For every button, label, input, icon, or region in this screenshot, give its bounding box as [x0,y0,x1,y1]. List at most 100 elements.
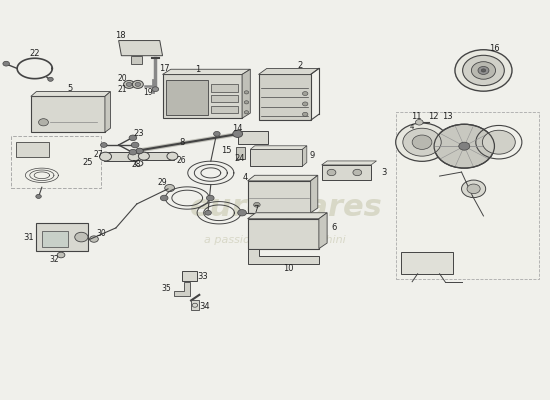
Circle shape [353,169,362,176]
Text: 14: 14 [233,124,243,133]
Bar [163,74,242,118]
Polygon shape [248,175,318,181]
Circle shape [478,66,489,74]
Circle shape [128,152,140,161]
Circle shape [205,210,211,215]
Text: 7: 7 [254,205,259,214]
Circle shape [233,130,243,138]
Text: 31: 31 [23,232,34,242]
Circle shape [213,132,220,136]
Circle shape [455,50,512,91]
Text: 17: 17 [159,64,169,73]
Text: 15: 15 [222,146,232,155]
Circle shape [39,119,48,126]
Bar [395,112,540,279]
Text: 13: 13 [443,112,453,121]
Circle shape [139,152,150,160]
Bar [104,152,136,161]
Text: 21: 21 [118,86,127,94]
Circle shape [133,80,144,88]
Text: 27: 27 [94,150,103,160]
Bar [258,74,311,120]
Bar [211,106,238,113]
Text: 28: 28 [132,160,141,169]
Bar [42,231,68,247]
Circle shape [415,120,423,125]
Bar [248,181,311,213]
Circle shape [302,92,308,96]
Text: 25: 25 [82,158,92,167]
Circle shape [412,135,432,149]
Text: 9: 9 [310,151,315,160]
Bar [166,80,207,116]
Text: 22: 22 [30,49,40,58]
Circle shape [129,149,137,155]
Text: 10: 10 [283,264,293,273]
Text: 3: 3 [381,168,386,176]
Circle shape [167,152,178,160]
Text: 2: 2 [297,61,302,70]
Circle shape [57,252,65,258]
Polygon shape [242,69,250,118]
Polygon shape [322,161,377,165]
Circle shape [100,152,112,161]
Circle shape [3,61,9,66]
Circle shape [75,232,88,242]
Polygon shape [319,213,327,249]
Circle shape [161,195,168,201]
Circle shape [481,69,486,72]
Circle shape [461,180,486,198]
Circle shape [254,202,260,207]
Circle shape [244,101,249,104]
Text: 34: 34 [200,302,210,311]
Text: 23: 23 [134,128,144,138]
Circle shape [206,195,214,201]
Text: 35: 35 [162,284,171,293]
Text: 16: 16 [489,44,500,53]
Text: 30: 30 [96,229,106,238]
Circle shape [152,87,159,92]
Text: a passion for lamborghini: a passion for lamborghini [204,235,346,245]
Bar [142,152,174,160]
Text: 32: 32 [50,255,59,264]
Text: 4: 4 [410,124,414,130]
Bar [235,146,245,158]
Circle shape [124,80,135,88]
Polygon shape [119,40,163,56]
Text: 33: 33 [197,272,208,281]
Circle shape [36,194,41,198]
Polygon shape [163,69,250,74]
Circle shape [136,148,144,154]
Text: 5: 5 [68,84,73,93]
Circle shape [434,124,494,168]
Circle shape [238,210,246,216]
Polygon shape [105,92,111,132]
Polygon shape [258,68,319,74]
Bar [10,136,101,188]
Circle shape [129,135,137,141]
Polygon shape [311,175,318,213]
Bar [250,149,302,166]
Circle shape [471,62,496,79]
Bar [36,223,89,251]
Circle shape [244,91,249,94]
Bar [401,252,453,274]
Text: 20: 20 [118,74,127,83]
Bar [322,165,371,180]
Circle shape [244,111,249,114]
Bar [238,132,268,144]
Bar [182,271,197,281]
Text: 24: 24 [234,154,245,164]
Text: 29: 29 [158,178,167,187]
Circle shape [131,142,139,148]
Text: 12: 12 [428,112,438,121]
Circle shape [90,236,98,242]
Text: 18: 18 [115,31,125,40]
Bar [16,142,49,157]
Bar [131,56,142,64]
Text: 1985: 1985 [397,212,460,236]
Text: 26: 26 [177,156,186,165]
Polygon shape [250,146,307,149]
Circle shape [463,55,504,86]
Polygon shape [173,282,190,296]
